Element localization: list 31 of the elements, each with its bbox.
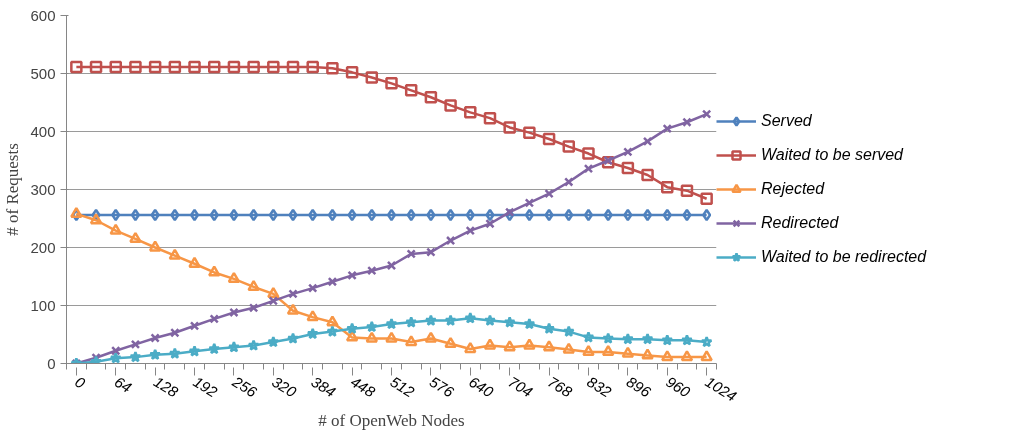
legend-label: Redirected	[761, 214, 839, 232]
x-tick-label: 640	[466, 372, 497, 401]
x-tick-label: 1024	[702, 372, 740, 405]
x-tick-label: 512	[387, 372, 419, 401]
x-tick-label: 256	[228, 372, 261, 401]
y-axis-title: # of Requests	[3, 143, 23, 236]
y-tick-label: 100	[30, 296, 56, 314]
x-tick-label: 960	[663, 372, 694, 401]
legend-label: Waited to be served	[761, 146, 904, 164]
y-tick-label: 500	[30, 64, 56, 82]
y-tick-label: 600	[30, 6, 56, 24]
y-tick-label: 0	[47, 354, 56, 372]
y-tick-label: 400	[30, 122, 56, 140]
legend-label: Rejected	[761, 180, 825, 198]
x-tick-label: 704	[505, 372, 536, 401]
y-tick-label: 300	[30, 180, 56, 198]
x-tick-label: 0	[72, 372, 89, 393]
x-tick-label: 448	[347, 372, 379, 401]
x-tick-label: 128	[150, 372, 182, 401]
x-tick-label: 320	[269, 372, 300, 401]
x-tick-label: 576	[426, 372, 458, 401]
x-tick-label: 896	[623, 372, 655, 401]
legend-label: Served	[761, 112, 812, 130]
x-axis-title: # of OpenWeb Nodes	[318, 411, 465, 431]
x-tick-label: 384	[308, 372, 339, 401]
x-tick-label: 832	[584, 372, 616, 401]
x-tick-label: 768	[544, 372, 576, 401]
x-tick-label: 192	[190, 372, 222, 401]
x-tick-label: 64	[111, 372, 135, 397]
y-tick-label: 200	[30, 238, 56, 256]
legend-label: Waited to be redirected	[761, 248, 927, 266]
